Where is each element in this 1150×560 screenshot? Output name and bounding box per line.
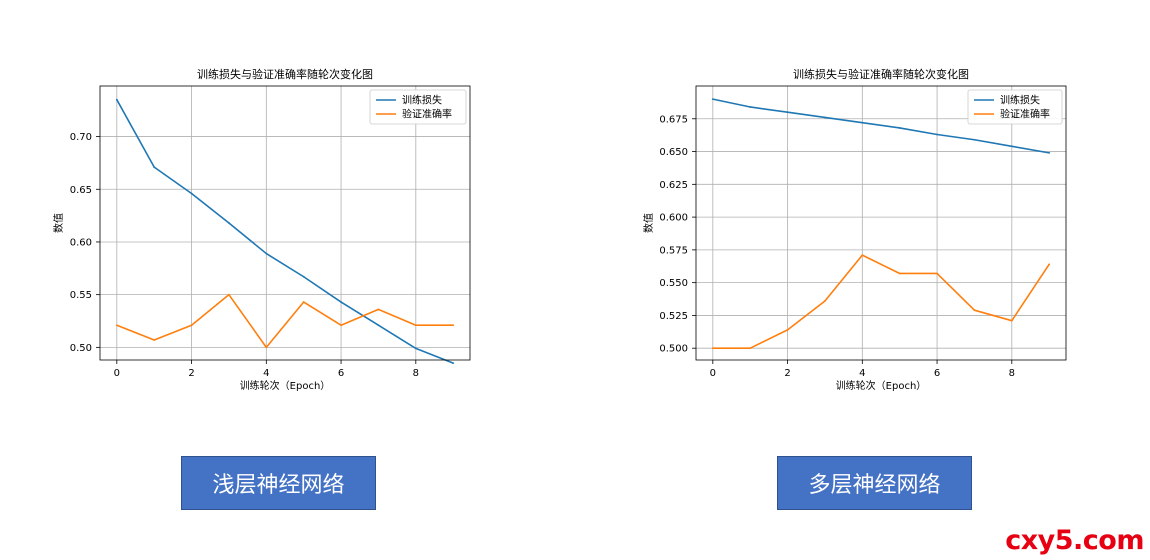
y-tick-label: 0.55 — [70, 290, 92, 301]
data-point — [973, 138, 976, 141]
data-point — [340, 301, 342, 303]
data-point — [452, 324, 455, 327]
data-point — [228, 293, 230, 296]
data-point — [1048, 151, 1051, 154]
chart-shallow-network: 0 2 4 6 8 0.50 0.55 0.60 0.65 0.70 训练损失与验证准确率随轮次变化… — [52, 67, 471, 392]
x-tick-label: 4 — [263, 368, 269, 379]
y-tick-label: 0.525 — [659, 311, 688, 322]
data-point — [414, 324, 417, 327]
data-point — [749, 106, 752, 108]
x-axis-label: 训练轮次（Epoch） — [240, 379, 331, 392]
data-point — [115, 324, 118, 327]
legend-label-0: 训练损失 — [402, 94, 442, 107]
y-tick-label: 0.60 — [70, 237, 92, 248]
caption-deep-network: 多层神经网络 — [777, 456, 972, 510]
x-tick-label: 2 — [188, 368, 194, 379]
data-point — [973, 309, 976, 312]
data-point — [936, 133, 938, 136]
y-tick-label: 0.50 — [70, 343, 92, 354]
legend-label-1: 验证准确率 — [1000, 108, 1050, 121]
data-point — [711, 347, 714, 350]
data-point — [711, 98, 714, 101]
y-tick-label: 0.65 — [70, 185, 92, 196]
x-tick-label: 6 — [934, 368, 940, 379]
x-tick-label: 8 — [413, 368, 419, 379]
series-line-0 — [116, 99, 454, 364]
data-point — [452, 362, 455, 365]
legend-box — [369, 89, 467, 125]
series-line-1 — [116, 293, 454, 349]
data-point — [265, 252, 268, 255]
y-tick-label: 0.675 — [659, 114, 688, 125]
x-tick-label: 4 — [859, 368, 865, 379]
data-point — [302, 301, 305, 303]
data-point — [749, 347, 752, 350]
data-point — [786, 111, 789, 114]
x-tick-label: 2 — [784, 368, 790, 379]
y-tick-label: 0.600 — [659, 213, 688, 224]
series-line-1 — [712, 254, 1050, 350]
y-tick-label: 0.625 — [659, 180, 688, 191]
series-line-0 — [712, 98, 1050, 154]
data-point — [153, 339, 156, 341]
data-point — [936, 272, 938, 275]
data-point — [1048, 263, 1051, 266]
legend-label-1: 验证准确率 — [402, 108, 452, 121]
data-point — [861, 254, 864, 257]
data-point — [190, 192, 193, 195]
legend-label-0: 训练损失 — [1000, 94, 1040, 107]
y-tick-label: 0.650 — [659, 147, 688, 158]
data-point — [898, 127, 901, 129]
data-point — [898, 272, 901, 275]
data-point — [1010, 145, 1013, 148]
data-point — [861, 121, 864, 124]
watermark-logo: cxy5.com — [1005, 525, 1144, 556]
chart-title: 训练损失与验证准确率随轮次变化图 — [793, 67, 969, 81]
data-point — [1010, 319, 1013, 322]
caption-shallow-network: 浅层神经网络 — [181, 456, 376, 510]
plot-frame — [99, 85, 471, 361]
y-tick-label: 0.500 — [659, 344, 688, 355]
chart-deep-network: 0 2 4 6 8 0.500 0.525 0.550 0.575 0.600 0.625 0.650… — [642, 67, 1067, 392]
y-tick-label: 0.575 — [659, 245, 688, 256]
x-tick-label: 0 — [114, 368, 120, 379]
data-point — [190, 324, 193, 327]
x-tick-label: 0 — [710, 368, 716, 379]
y-tick-label: 0.550 — [659, 278, 688, 289]
data-point — [340, 324, 342, 327]
data-point — [265, 346, 268, 349]
y-tick-label: 0.70 — [70, 132, 92, 143]
data-point — [115, 98, 118, 101]
x-tick-label: 6 — [338, 368, 344, 379]
plot-frame — [695, 85, 1067, 361]
plot-area — [100, 86, 470, 360]
x-tick-label: 8 — [1009, 368, 1015, 379]
data-point — [824, 300, 826, 302]
plot-area — [696, 86, 1066, 360]
y-axis-label: 数值 — [52, 213, 65, 233]
data-point — [228, 222, 230, 224]
y-axis-label: 数值 — [642, 213, 655, 233]
data-point — [377, 324, 380, 327]
data-point — [414, 347, 417, 350]
data-point — [377, 308, 380, 311]
data-point — [153, 166, 156, 169]
legend-box — [967, 89, 1063, 125]
data-point — [786, 328, 789, 331]
x-axis-label: 训练轮次（Epoch） — [836, 379, 927, 392]
data-point — [824, 116, 826, 119]
chart-title: 训练损失与验证准确率随轮次变化图 — [197, 67, 373, 81]
data-point — [302, 275, 305, 278]
